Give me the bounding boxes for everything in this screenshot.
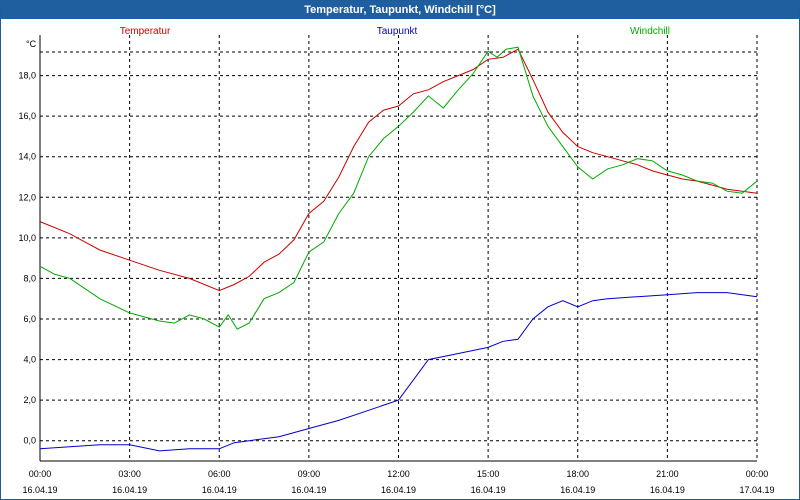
y-tick-label: 18,0: [18, 71, 36, 81]
x-tick-time: 18:00: [566, 469, 589, 479]
legend-taupunkt: Taupunkt: [377, 26, 418, 37]
series-line-taupunkt: [39, 292, 758, 452]
series-lines: [39, 46, 758, 452]
x-tick-time: 09:00: [298, 469, 321, 479]
x-tick-time: 06:00: [208, 469, 231, 479]
x-tick-date: 16.04.19: [22, 485, 57, 495]
x-tick-time: 00:00: [29, 469, 52, 479]
y-tick-label: 10,0: [18, 233, 36, 243]
y-tick-label: 16,0: [18, 111, 36, 121]
y-axis-unit: °C: [26, 39, 37, 49]
x-tick-time: 12:00: [387, 469, 410, 479]
y-tick-label: 6,0: [23, 314, 36, 324]
window-title: Temperatur, Taupunkt, Windchill [°C]: [1, 1, 799, 19]
series-line-windchill: [39, 46, 758, 330]
x-tick-date: 16.04.19: [291, 485, 326, 495]
legend-windchill: Windchill: [630, 26, 670, 37]
legend-temperatur: Temperatur: [120, 26, 171, 37]
x-tick-date: 16.04.19: [112, 485, 147, 495]
x-tick-date: 17.04.19: [739, 485, 774, 495]
x-tick-time: 03:00: [118, 469, 141, 479]
y-tick-label: 14,0: [18, 152, 36, 162]
legend: Temperatur Taupunkt Windchill: [120, 26, 670, 37]
grid-lines: [39, 35, 758, 461]
x-tick-time: 00:00: [746, 469, 769, 479]
x-tick-time: 21:00: [656, 469, 679, 479]
x-tick-date: 16.04.19: [650, 485, 685, 495]
axes: [39, 35, 757, 462]
x-axis-labels: 00:00 16.04.19 03:00 16.04.19 06:00 16.04.19 0…: [22, 469, 774, 495]
x-tick-date: 16.04.19: [202, 485, 237, 495]
series-line-temperatur: [39, 48, 758, 292]
y-axis-labels: 0,0 2,0 4,0 6,0 8,0 10,0 12,0 14,0 16,0 18,0 °C: [18, 39, 36, 446]
y-tick-label: 4,0: [23, 355, 36, 365]
y-tick-label: 8,0: [23, 273, 36, 283]
x-tick-date: 16.04.19: [560, 485, 595, 495]
y-tick-label: 2,0: [23, 395, 36, 405]
x-tick-date: 16.04.19: [381, 485, 416, 495]
x-tick-time: 15:00: [477, 469, 500, 479]
x-tick-date: 16.04.19: [471, 485, 506, 495]
y-tick-label: 12,0: [18, 192, 36, 202]
y-tick-label: 0,0: [23, 436, 36, 446]
